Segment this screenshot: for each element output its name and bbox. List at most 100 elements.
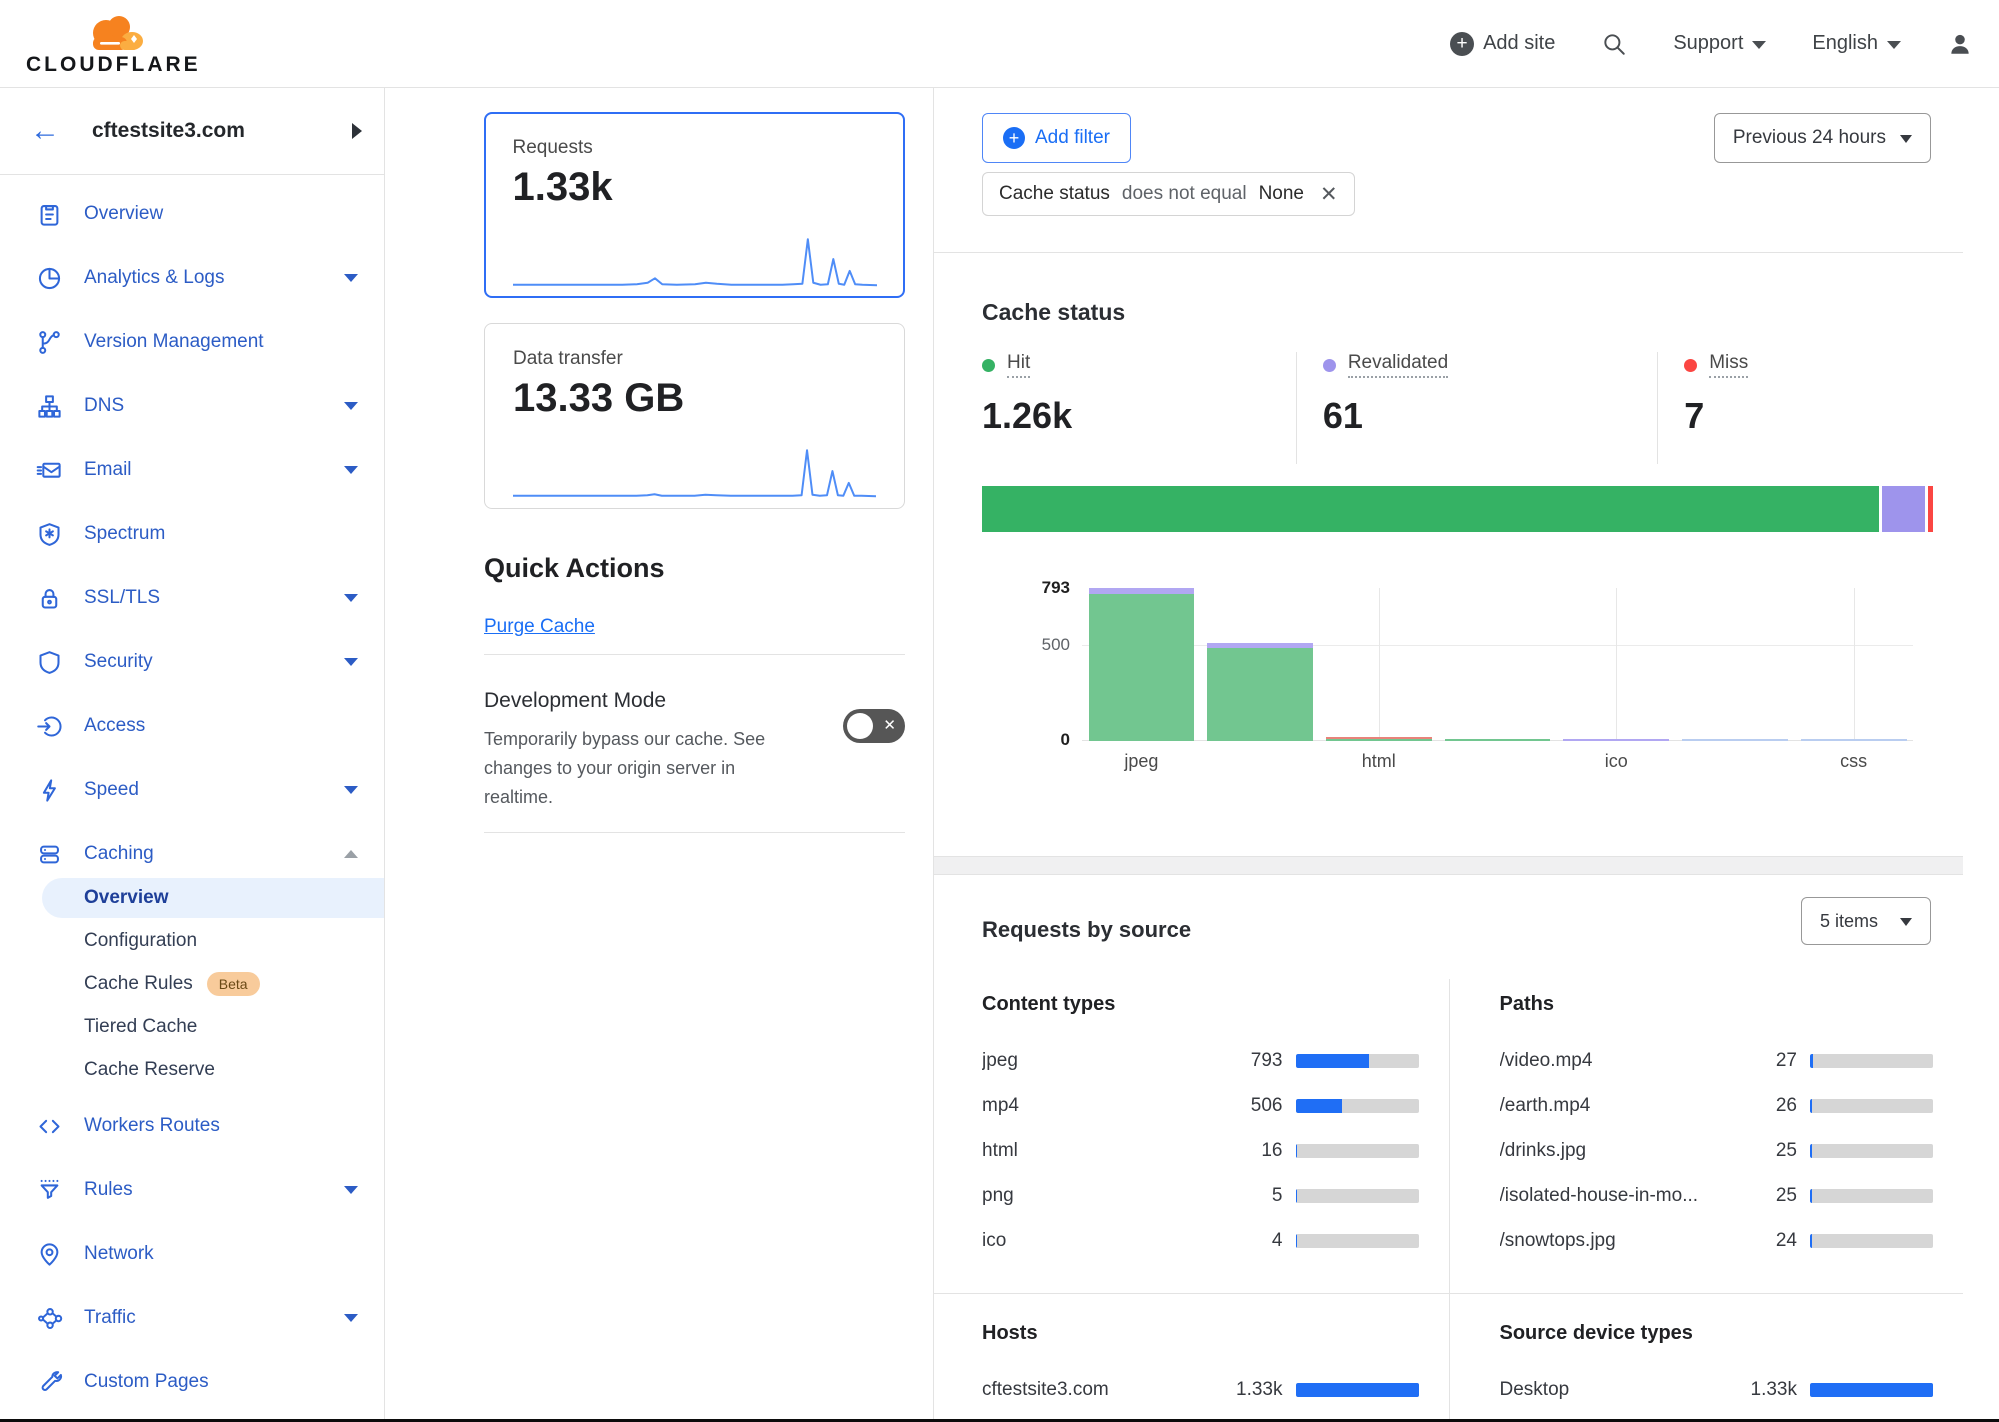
sidebar-item-cache-reserve[interactable]: Cache Reserve: [84, 1059, 215, 1080]
sidebar-item-caching-configuration[interactable]: Configuration: [84, 930, 198, 951]
hierarchy-icon: [36, 393, 63, 420]
list-item: png 5: [982, 1173, 1419, 1218]
chevron-down-icon: [344, 466, 358, 474]
sidebar-item-access[interactable]: Access: [0, 704, 384, 748]
bar-mp4: [1207, 643, 1313, 741]
clipboard-icon: [36, 201, 63, 228]
wrench-icon: [36, 1369, 63, 1396]
sidebar-item-cache-rules[interactable]: Cache Rules Beta: [42, 964, 384, 1004]
distribution-segment-revalidated: [1881, 486, 1926, 532]
list-item: html 16: [982, 1128, 1419, 1173]
remove-filter-icon[interactable]: ✕: [1320, 182, 1338, 206]
chevron-down-icon: [344, 786, 358, 794]
chart-plot-area: [1082, 588, 1913, 741]
sidebar-item-speed[interactable]: Speed: [0, 768, 384, 812]
list-item: /earth.mp4 26: [1500, 1083, 1933, 1128]
sidebar-item-tiered-cache[interactable]: Tiered Cache: [84, 1016, 198, 1037]
sidebar-item-traffic[interactable]: Traffic: [0, 1296, 384, 1340]
items-count-dropdown[interactable]: 5 items: [1800, 897, 1931, 945]
bar-css: [1800, 739, 1907, 741]
usage-bar: [1295, 1053, 1419, 1068]
sidebar-item-rules[interactable]: Rules: [0, 1168, 384, 1212]
list-item: /drinks.jpg 25: [1500, 1128, 1933, 1173]
server-stack-icon: [36, 841, 63, 868]
bar-html: [1325, 737, 1432, 741]
requests-by-source-title: Requests by source: [982, 917, 1192, 942]
list-item: cftestsite3.com 1.33k: [982, 1367, 1419, 1412]
chevron-down-icon: [344, 1314, 358, 1322]
plus-icon: +: [1450, 31, 1475, 56]
chevron-down-icon: [344, 274, 358, 282]
sidebar-item-security[interactable]: Security: [0, 640, 384, 684]
sidebar-item-caching[interactable]: Caching: [0, 832, 384, 876]
add-site-button[interactable]: + Add site: [1450, 31, 1555, 56]
search-button[interactable]: [1601, 31, 1627, 57]
user-icon: [1951, 34, 1969, 54]
chevron-down-icon: [344, 658, 358, 666]
development-mode-description: Temporarily bypass our cache. See change…: [484, 729, 766, 807]
content-types-list: Content types jpeg 793 mp4 506: [934, 979, 1449, 1293]
arrow-left-icon[interactable]: ←: [30, 114, 60, 147]
list-item: ico 4: [982, 1218, 1419, 1263]
chevron-down-icon: [1887, 40, 1901, 49]
usage-bar: [1810, 1098, 1933, 1113]
sidebar-item-version-management[interactable]: Version Management: [0, 320, 384, 364]
data-transfer-metric-card[interactable]: Data transfer 13.33 GB: [484, 323, 905, 509]
site-header: ← cftestsite3.com: [0, 88, 384, 175]
list-item: Desktop 1.33k: [1500, 1367, 1933, 1412]
toggle-knob: [847, 713, 873, 739]
development-mode-title: Development Mode: [484, 689, 667, 712]
data-transfer-sparkline: [513, 447, 876, 503]
miss-dot-icon: [1684, 358, 1698, 372]
sidebar-item-workers-routes[interactable]: Workers Routes: [0, 1104, 384, 1148]
gridline: [1082, 644, 1913, 646]
purge-cache-link[interactable]: Purge Cache: [484, 616, 595, 637]
requests-metric-card[interactable]: Requests 1.33k: [484, 112, 905, 298]
filter-chip[interactable]: Cache status does not equal None ✕: [982, 172, 1355, 216]
support-menu[interactable]: Support: [1673, 32, 1767, 55]
distribution-segment-hit: [982, 486, 1879, 532]
language-menu[interactable]: English: [1812, 32, 1901, 55]
sidebar-item-overview[interactable]: Overview: [0, 192, 384, 236]
account-button[interactable]: [1947, 31, 1973, 57]
bar-png: [1444, 739, 1551, 741]
sidebar-item-dns[interactable]: DNS: [0, 384, 384, 428]
chevron-right-icon[interactable]: [352, 123, 362, 139]
top-navigation: + Add site Support English: [1450, 31, 1973, 57]
metric-label: Data transfer: [513, 348, 623, 369]
add-filter-button[interactable]: + Add filter: [982, 113, 1131, 163]
legend-revalidated: Revalidated 61: [1295, 352, 1657, 464]
sidebar-item-caching-overview[interactable]: Overview: [42, 878, 384, 918]
card-gap: [934, 857, 1963, 874]
window-bottom-edge: [0, 1419, 1999, 1422]
chevron-down-icon: [1900, 135, 1912, 143]
pie-chart-icon: [36, 265, 63, 292]
legend-hit: Hit 1.26k: [982, 352, 1073, 436]
sidebar-item-email[interactable]: Email: [0, 448, 384, 492]
cloudflare-logo[interactable]: CLOUDFLARE: [20, 11, 201, 77]
sidebar-item-analytics-logs[interactable]: Analytics & Logs: [0, 256, 384, 300]
requests-sparkline: [513, 236, 877, 292]
filter-bar: + Add filter Cache status does not equal…: [934, 88, 1963, 252]
analytics-panel: + Add filter Cache status does not equal…: [933, 88, 1999, 1422]
cloudflare-cloud-icon: [93, 15, 144, 50]
chevron-down-icon: [344, 594, 358, 602]
funnel-icon: [36, 1177, 63, 1204]
list-item: mp4 506: [982, 1083, 1419, 1128]
sidebar-item-network[interactable]: Network: [0, 1232, 384, 1276]
sidebar-item-custom-pages[interactable]: Custom Pages: [0, 1360, 384, 1404]
sidebar: ← cftestsite3.com Overview Analytics & L…: [0, 88, 385, 1419]
share-nodes-icon: [36, 1305, 63, 1332]
search-icon: [1604, 33, 1626, 55]
cache-status-legend: Hit 1.26k Revalidated 61: [982, 352, 1933, 464]
quick-actions-title: Quick Actions: [484, 553, 665, 583]
development-mode-toggle[interactable]: ✕: [843, 709, 905, 743]
time-range-dropdown[interactable]: Previous 24 hours: [1713, 113, 1931, 163]
sidebar-item-spectrum[interactable]: Spectrum: [0, 512, 384, 556]
sidebar-item-ssl-tls[interactable]: SSL/TLS: [0, 576, 384, 620]
metric-label: Requests: [512, 136, 593, 158]
cache-status-title: Cache status: [982, 299, 1126, 325]
caching-submenu: Overview Configuration Cache Rules Beta …: [0, 878, 384, 1090]
email-icon: [36, 457, 63, 484]
usage-bar: [1295, 1143, 1419, 1158]
